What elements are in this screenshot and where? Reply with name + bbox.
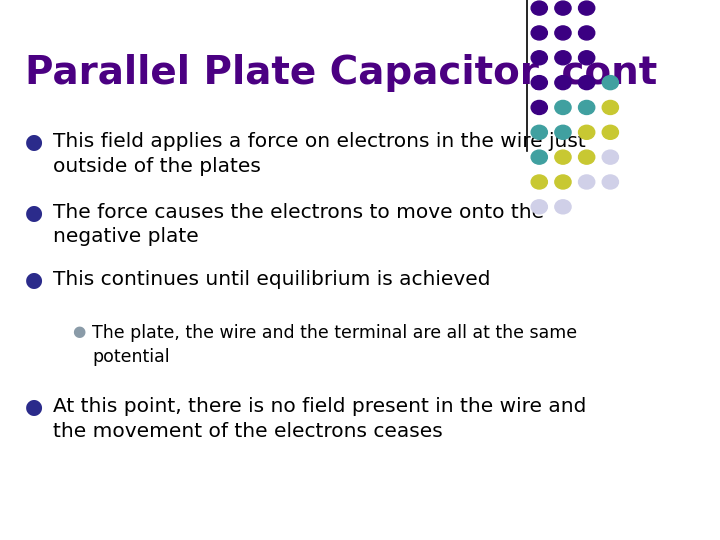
Circle shape (531, 26, 547, 40)
Circle shape (531, 100, 547, 114)
Circle shape (579, 1, 595, 15)
Circle shape (531, 51, 547, 65)
Circle shape (579, 100, 595, 114)
Text: ●: ● (25, 132, 43, 152)
Circle shape (579, 76, 595, 90)
Circle shape (531, 200, 547, 214)
Text: This continues until equilibrium is achieved: This continues until equilibrium is achi… (53, 270, 490, 289)
Circle shape (531, 125, 547, 139)
Circle shape (602, 175, 618, 189)
Text: Parallel Plate Capacitor, cont: Parallel Plate Capacitor, cont (25, 54, 657, 92)
Circle shape (531, 175, 547, 189)
Circle shape (555, 51, 571, 65)
Circle shape (602, 150, 618, 164)
Circle shape (555, 100, 571, 114)
Text: ●: ● (25, 202, 43, 222)
Text: ●: ● (25, 270, 43, 290)
Circle shape (555, 26, 571, 40)
Circle shape (555, 1, 571, 15)
Circle shape (555, 125, 571, 139)
Text: ●: ● (72, 324, 85, 339)
Circle shape (579, 51, 595, 65)
Circle shape (555, 150, 571, 164)
Text: At this point, there is no field present in the wire and
the movement of the ele: At this point, there is no field present… (53, 397, 586, 441)
Text: This field applies a force on electrons in the wire just
outside of the plates: This field applies a force on electrons … (53, 132, 586, 176)
Text: The plate, the wire and the terminal are all at the same
potential: The plate, the wire and the terminal are… (92, 324, 577, 366)
Circle shape (555, 76, 571, 90)
Text: ●: ● (25, 397, 43, 417)
Circle shape (579, 175, 595, 189)
Circle shape (602, 125, 618, 139)
Circle shape (555, 175, 571, 189)
Circle shape (579, 26, 595, 40)
Circle shape (531, 76, 547, 90)
Circle shape (602, 76, 618, 90)
Circle shape (626, 125, 642, 139)
Circle shape (531, 1, 547, 15)
Circle shape (555, 200, 571, 214)
Circle shape (579, 125, 595, 139)
Circle shape (579, 150, 595, 164)
Circle shape (602, 100, 618, 114)
Circle shape (626, 150, 642, 164)
Text: The force causes the electrons to move onto the
negative plate: The force causes the electrons to move o… (53, 202, 544, 246)
Circle shape (531, 150, 547, 164)
